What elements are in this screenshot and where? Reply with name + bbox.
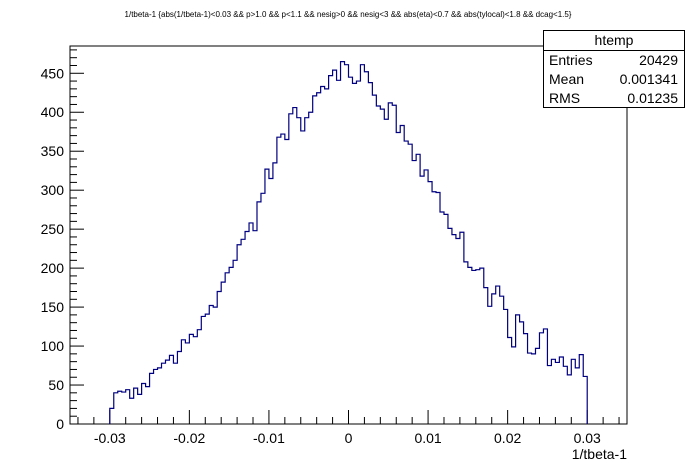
x-tick-label: -0.01 [253,430,285,446]
y-tick-label: 50 [48,377,64,393]
stats-value: 0.01235 [627,90,678,106]
y-tick-label: 350 [41,143,65,159]
stats-row-mean: Mean 0.001341 [544,70,684,89]
histogram-line [109,60,588,424]
y-axis: 0 50 100 150 200 250 300 350 400 450 [41,49,84,432]
stats-label: Entries [549,52,593,68]
y-tick-label: 200 [41,260,65,276]
x-tick-label: 0.01 [414,430,441,446]
y-tick-label: 150 [41,299,65,315]
x-axis-label: 1/tbeta-1 [572,446,627,462]
stats-row-rms: RMS 0.01235 [544,89,684,108]
chart-title: 1/tbeta-1 {abs(1/tbeta-1)<0.03 && p>1.0 … [125,10,572,19]
stats-row-entries: Entries 20429 [544,51,684,70]
y-tick-label: 100 [41,338,65,354]
x-tick-label: 0 [345,430,353,446]
stats-label: Mean [549,71,585,87]
x-tick-label: -0.02 [173,430,205,446]
histogram-series [109,60,588,424]
stats-label: RMS [549,90,581,106]
y-tick-label: 400 [41,104,65,120]
x-tick-label: -0.03 [94,430,126,446]
stats-value: 20429 [639,52,678,68]
x-tick-label: 0.03 [574,430,601,446]
x-axis: -0.03 -0.02 -0.01 0 0.01 0.02 0.03 [77,410,620,446]
y-tick-label: 450 [41,65,65,81]
y-tick-label: 0 [56,416,64,432]
stats-box-title: htemp [544,31,684,51]
x-tick-label: 0.02 [494,430,521,446]
stats-value: 0.001341 [619,71,678,87]
y-tick-label: 250 [41,221,65,237]
stats-box: htemp Entries 20429 Mean 0.001341 RMS 0.… [543,30,685,108]
y-tick-label: 300 [41,182,65,198]
